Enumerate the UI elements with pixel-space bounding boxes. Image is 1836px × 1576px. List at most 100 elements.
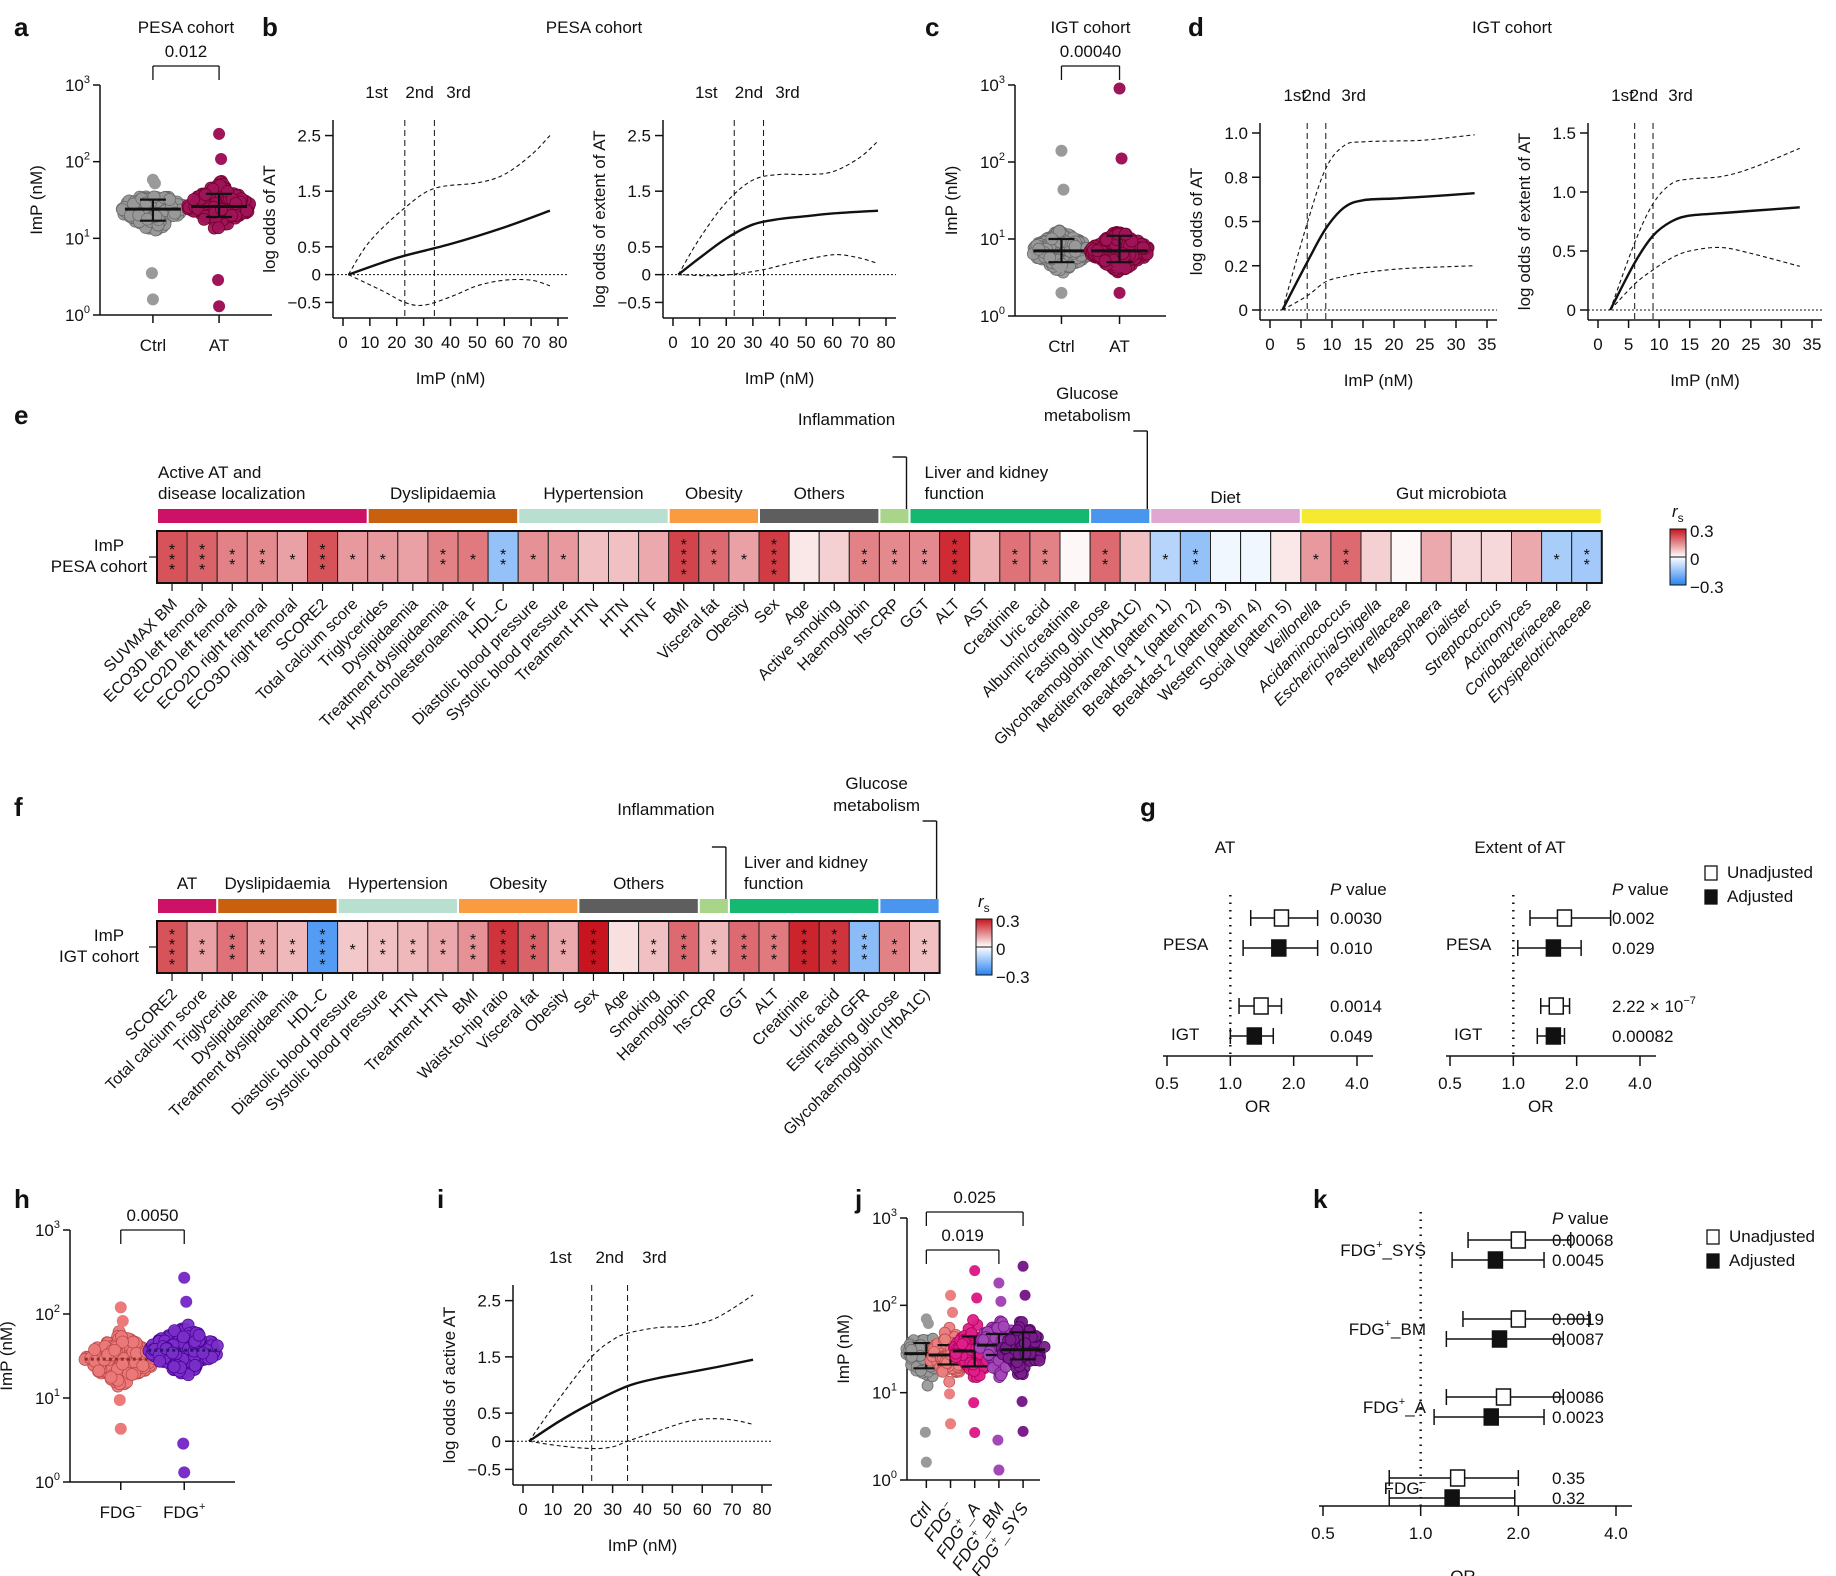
forest-extent-of-at: Extent of AT 0.5 1.0 2.0 4.0 OR 0.002 0.029 2.22… [1438,838,1696,1116]
significance-star: * [259,557,265,574]
significance-star: * [1313,552,1319,569]
data-point [114,1301,127,1314]
y-axis-label: ImP (nM) [834,1314,853,1384]
y-axis-label: log odds of extent of AT [590,130,609,307]
tick-exponent: 1 [999,228,1005,240]
data-point [967,1314,979,1326]
data-point [995,1295,1007,1307]
group-label: metabolism [833,796,920,815]
p-value: 0.0045 [1552,1251,1604,1270]
tertile-label: 1st [365,83,388,102]
significance-star: * [500,557,506,574]
significance-star: * [741,952,747,969]
significance-star: * [530,552,536,569]
label-part: _SYS [1382,1241,1426,1260]
panel-letter-i: i [437,1184,444,1214]
significance-star: * [771,567,777,584]
series-upper-ci [1281,134,1475,311]
tick-exponent: 2 [84,151,90,163]
panel-letter-k: k [1313,1184,1328,1214]
x-tick-label: 5 [1624,335,1633,354]
x-tick-label: 0 [1265,335,1274,354]
tertile-label: 1st [1283,86,1306,105]
p-value: 0.35 [1552,1469,1585,1488]
significance-star: * [199,947,205,964]
x-tick-label: 25 [1741,335,1760,354]
series-estimate [528,1358,754,1443]
significance-star: * [380,552,386,569]
x-axis-label: OR [1450,1567,1476,1576]
group-bar-obesity [459,899,578,913]
significance-star: * [1012,557,1018,574]
data-point [116,1314,129,1327]
group-label: metabolism [1044,406,1131,425]
data-point [968,1397,980,1409]
x-tick-label: 30 [743,333,762,352]
y-tick-label: 1.0 [1224,124,1248,143]
significance-star: * [470,552,476,569]
data-point [1033,1354,1046,1367]
unadjusted-marker [1253,997,1269,1015]
data-point [178,1271,191,1284]
y-tick-label: 1.5 [477,1348,501,1367]
significance-star: * [1584,557,1590,574]
heatmap-cell [1390,530,1422,584]
significance-star: * [169,562,175,579]
unadjusted-marker [1510,1310,1527,1328]
adjusted-marker [1545,1027,1562,1045]
label-part: FDG [1363,1398,1399,1417]
colorbar-title: rs [1672,502,1684,525]
group-label: Obesity [489,874,547,893]
x-axis-label: OR [1245,1097,1271,1116]
group-label: disease localization [158,484,305,503]
tick-exponent: 0 [84,304,90,316]
y-tick-label: 101 [980,228,1005,249]
tick-exponent: 2 [891,1294,897,1306]
significance-star: * [952,567,958,584]
data-point [104,1370,118,1384]
significance-star: * [199,542,205,559]
data-point [992,1434,1004,1446]
significance-star: * [1554,552,1560,569]
group-label: Active AT and [158,463,261,482]
tertile-label: 2nd [735,83,763,102]
p-value: 0.0030 [1330,909,1382,928]
data-point [108,1343,122,1357]
data-point [1055,286,1068,299]
heatmap-cell [608,530,640,584]
data-point [178,1466,191,1479]
x-tick-label: 30 [603,1500,622,1519]
group-label: FDG− [1384,1477,1426,1498]
data-point [116,1335,129,1349]
tertile-label: 2nd [1302,86,1330,105]
legend-label: Adjusted [1727,887,1793,906]
heatmap-cell [246,530,278,584]
data-point [125,1368,139,1381]
significance-star: * [831,957,837,974]
x-tick-label: Sex [751,596,783,628]
series-estimate [677,209,879,276]
significance-star: * [861,557,867,574]
p-value-label: 0.0050 [127,1206,179,1225]
p-italic: P [1612,880,1624,899]
data-point [177,1330,190,1344]
adjusted-marker [1487,1251,1504,1269]
x-tick-label: 35 [1803,335,1822,354]
y-tick-label: 0.8 [1224,168,1248,187]
x-tick-label: 0.5 [1311,1524,1335,1543]
x-tick-label: 80 [549,333,568,352]
tick-exponent: 3 [54,1219,60,1231]
p-value: 2.22 × 10−7 [1612,995,1696,1016]
x-tick-label: 1.0 [1409,1524,1433,1543]
data-point [1004,1333,1017,1346]
data-point [1115,152,1128,165]
legend-label: Unadjusted [1729,1227,1815,1246]
significance-star: * [500,957,506,974]
series-upper-ci [1609,147,1800,311]
data-point [915,1364,927,1377]
significance-star: * [350,942,356,959]
x-tick-label: 60 [495,333,514,352]
y-axis-label: log odds of active AT [440,1307,459,1464]
data-point [969,1265,981,1277]
data-point [145,267,158,280]
